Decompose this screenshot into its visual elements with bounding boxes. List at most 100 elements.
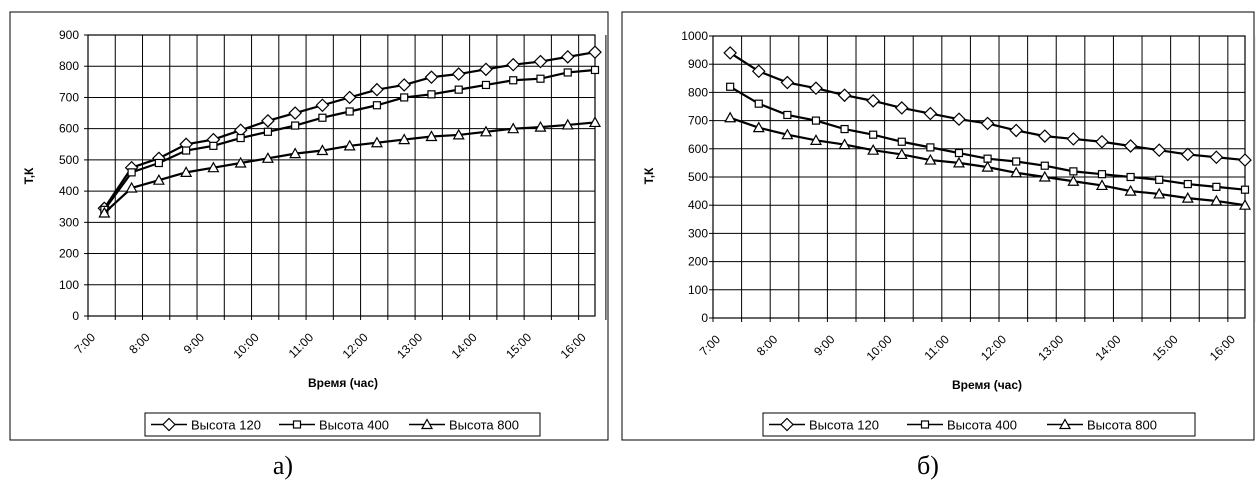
y-tick-label: 800 bbox=[59, 59, 79, 73]
y-tick-label: 400 bbox=[688, 198, 708, 212]
data-point bbox=[754, 99, 763, 108]
data-point bbox=[590, 65, 600, 75]
legend-label: Высота 120 bbox=[809, 418, 879, 433]
legend-marker bbox=[292, 420, 302, 429]
data-point bbox=[370, 136, 383, 148]
y-tick-label: 600 bbox=[688, 142, 708, 156]
y-tick-label: 900 bbox=[688, 57, 708, 71]
chart-caption: а) bbox=[273, 451, 293, 480]
data-point bbox=[1038, 170, 1051, 182]
data-point bbox=[1124, 184, 1137, 196]
y-tick-label: 100 bbox=[59, 278, 79, 292]
legend-marker bbox=[920, 420, 930, 429]
data-point bbox=[451, 67, 466, 81]
data-point bbox=[588, 116, 602, 128]
data-point bbox=[345, 107, 354, 116]
data-point bbox=[923, 106, 938, 121]
x-axis-title: Время (час) bbox=[952, 378, 1022, 392]
data-point bbox=[125, 181, 138, 193]
data-point bbox=[866, 94, 881, 108]
data-point bbox=[291, 121, 300, 130]
data-point bbox=[1067, 174, 1080, 186]
data-point bbox=[838, 138, 851, 150]
legend bbox=[144, 412, 541, 437]
data-point bbox=[895, 148, 908, 160]
y-tick-label: 0 bbox=[72, 309, 79, 323]
data-point bbox=[1095, 134, 1109, 149]
data-point bbox=[479, 125, 492, 137]
data-point bbox=[1240, 185, 1250, 194]
chart-frame bbox=[621, 11, 1255, 441]
data-point bbox=[127, 168, 136, 177]
data-point bbox=[315, 98, 330, 113]
data-point bbox=[1152, 143, 1167, 158]
data-point bbox=[182, 146, 191, 155]
data-point bbox=[506, 57, 521, 72]
legend-label: Высота 120 bbox=[191, 418, 261, 433]
data-point bbox=[234, 156, 247, 168]
legend-marker bbox=[1058, 418, 1072, 430]
plot-area bbox=[87, 34, 596, 317]
data-point bbox=[809, 134, 822, 145]
data-point bbox=[342, 90, 357, 105]
data-point bbox=[481, 80, 491, 90]
chart-caption: б) bbox=[917, 451, 939, 480]
data-point bbox=[867, 143, 880, 155]
legend-label: Высота 800 bbox=[1087, 418, 1157, 433]
data-point bbox=[452, 128, 465, 140]
data-point bbox=[783, 110, 792, 120]
y-tick-label: 700 bbox=[59, 90, 79, 104]
data-point bbox=[397, 78, 412, 92]
legend-label: Высота 800 bbox=[449, 418, 519, 433]
data-point bbox=[561, 118, 574, 130]
data-point bbox=[952, 112, 966, 127]
data-point bbox=[1123, 139, 1138, 153]
y-tick-label: 300 bbox=[59, 215, 79, 229]
data-point bbox=[952, 156, 965, 168]
data-point bbox=[400, 93, 409, 102]
data-point bbox=[751, 64, 766, 79]
data-point bbox=[425, 130, 438, 142]
data-point bbox=[954, 148, 964, 158]
data-point bbox=[479, 62, 493, 77]
data-point bbox=[1209, 150, 1224, 165]
data-point bbox=[1238, 153, 1252, 167]
y-tick-label: 900 bbox=[59, 28, 79, 42]
data-point bbox=[1010, 166, 1023, 178]
data-point bbox=[372, 101, 382, 110]
legend bbox=[762, 412, 1196, 437]
data-point bbox=[724, 111, 737, 123]
data-point bbox=[1069, 167, 1078, 176]
plot-area bbox=[712, 35, 1246, 319]
chart-frame bbox=[9, 11, 609, 441]
legend-marker bbox=[162, 417, 176, 432]
data-point bbox=[1183, 179, 1192, 189]
data-point bbox=[318, 113, 327, 122]
data-point bbox=[1097, 170, 1107, 179]
y-tick-label: 800 bbox=[688, 85, 708, 99]
data-point bbox=[154, 158, 163, 168]
data-point bbox=[840, 124, 849, 134]
legend-label: Высота 400 bbox=[947, 418, 1017, 433]
data-point bbox=[1095, 179, 1109, 191]
y-tick-label: 500 bbox=[688, 170, 708, 184]
data-point bbox=[1066, 132, 1081, 146]
legend-marker bbox=[780, 417, 794, 432]
data-point bbox=[536, 74, 545, 83]
data-point bbox=[723, 46, 738, 60]
data-point bbox=[924, 153, 937, 165]
data-point bbox=[261, 152, 274, 163]
y-tick-label: 100 bbox=[688, 283, 708, 297]
data-point bbox=[897, 137, 906, 146]
legend-marker bbox=[420, 418, 434, 430]
data-point bbox=[1126, 172, 1135, 182]
data-point bbox=[207, 161, 220, 173]
data-point bbox=[236, 133, 245, 143]
data-point bbox=[289, 147, 302, 159]
y-tick-label: 300 bbox=[688, 226, 708, 240]
data-point bbox=[534, 120, 547, 132]
data-point bbox=[809, 81, 823, 96]
data-point bbox=[1238, 198, 1252, 210]
